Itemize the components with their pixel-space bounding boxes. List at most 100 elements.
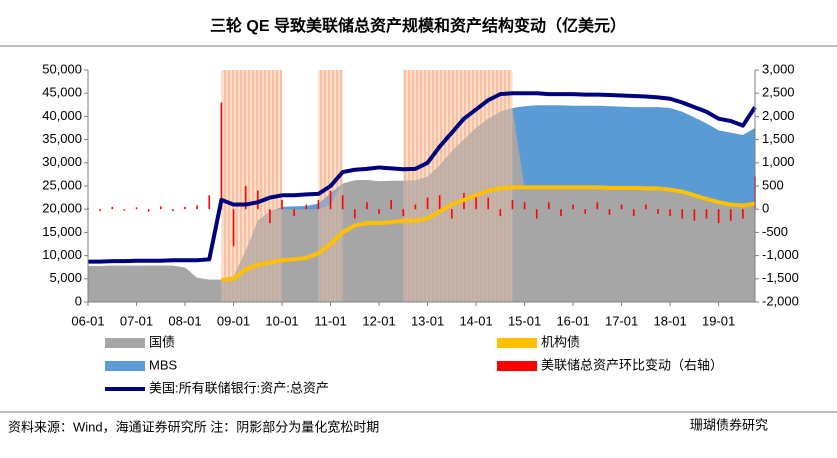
change-bar [111, 206, 114, 210]
change-bar [329, 190, 332, 210]
y2-tick-label: -1,500 [762, 270, 799, 285]
change-bar [99, 209, 101, 212]
x-tick-label: 14-01 [459, 313, 492, 328]
watermark: 珊瑚债券研究 [690, 417, 768, 432]
x-tick-label: 11-01 [314, 313, 346, 328]
y2-tick-label: 3,000 [762, 61, 795, 76]
x-tick-label: 17-01 [605, 313, 638, 328]
y-tick-label: 40,000 [42, 108, 82, 123]
change-bar [572, 204, 574, 210]
y-tick-label: 30,000 [42, 154, 82, 169]
y-tick-label: 0 [75, 293, 82, 308]
line [88, 91, 757, 264]
y-tick-label: 20,000 [42, 201, 82, 216]
qe-period-overlay [403, 70, 513, 302]
legend-label: 国债 [149, 334, 175, 349]
change-bar [147, 209, 150, 212]
change-bar [742, 209, 744, 219]
y2-tick-label: 2,000 [762, 108, 795, 123]
change-bar [208, 195, 211, 210]
y-tick-label: 5,000 [49, 270, 82, 285]
y2-tick-label: 1,000 [762, 154, 795, 169]
change-bar [669, 209, 671, 217]
x-tick-label: 07-01 [120, 313, 153, 328]
change-bar [645, 204, 647, 210]
y-tick-label: 15,000 [42, 224, 82, 239]
change-bar [632, 209, 635, 217]
change-bar [317, 199, 320, 210]
y2-tick-label: 500 [762, 177, 784, 192]
change-bar [123, 209, 126, 211]
legend-label: 机构债 [541, 334, 580, 349]
change-bar [414, 204, 417, 210]
change-bar [232, 209, 235, 247]
change-bar [305, 204, 308, 210]
y-tick-label: 25,000 [42, 177, 82, 192]
legend-label: 美联储总资产环比变动（右轴） [541, 357, 723, 372]
change-bar [523, 202, 526, 210]
change-bar [584, 209, 587, 214]
change-bar [281, 199, 283, 210]
change-bar [560, 209, 562, 217]
y-tick-label: 35,000 [42, 131, 82, 146]
y2-tick-label: -500 [762, 224, 788, 239]
change-bar [487, 197, 489, 210]
change-bar [681, 209, 684, 219]
x-tick-label: 18-01 [653, 313, 686, 328]
change-bar [402, 209, 405, 217]
change-bar [717, 209, 720, 224]
change-bar [608, 209, 611, 215]
x-tick-label: 08-01 [168, 313, 201, 328]
change-bar [657, 209, 659, 214]
change-bar [196, 205, 198, 210]
legend-swatch [497, 338, 537, 348]
y2-tick-label: 2,500 [762, 85, 795, 100]
change-bar [244, 186, 247, 210]
x-tick-label: 10-01 [265, 313, 298, 328]
x-tick-label: 09-01 [217, 313, 250, 328]
x-tick-label: 06-01 [71, 313, 104, 328]
legend-label: 美国:所有联储银行:资产:总资产 [149, 380, 329, 395]
legend-swatch [497, 361, 537, 371]
x-tick-label: 15-01 [508, 313, 541, 328]
change-bar [451, 209, 453, 219]
change-bar [269, 209, 271, 224]
y2-tick-label: 0 [762, 201, 769, 216]
change-bar [354, 209, 356, 219]
x-tick-label: 19-01 [702, 313, 735, 328]
legend-swatch [105, 338, 145, 348]
change-bar [135, 207, 138, 210]
change-bar [499, 209, 502, 217]
x-tick-label: 16-01 [556, 313, 589, 328]
change-bar [341, 195, 344, 210]
change-bar [729, 209, 732, 221]
chart-title: 三轮 QE 导致美联储总资产规模和资产结构变动（亿美元） [210, 16, 626, 35]
change-bar [705, 209, 708, 219]
y2-tick-label: -1,000 [762, 247, 799, 262]
change-bar [475, 195, 477, 210]
change-bar [256, 190, 259, 210]
change-bar [438, 195, 441, 210]
change-bar [535, 209, 538, 219]
y-tick-label: 10,000 [42, 247, 82, 262]
change-bar [511, 199, 514, 210]
change-bar [172, 209, 174, 212]
line [221, 185, 756, 282]
change-bar [184, 206, 186, 210]
change-bar [548, 202, 550, 210]
change-bar [293, 209, 295, 217]
source-note: 资料来源：Wind，海通证券研究所 注：阴影部分为量化宽松时期 [8, 419, 379, 434]
change-bar [426, 197, 429, 210]
change-bar [620, 204, 623, 210]
change-bar [366, 202, 368, 210]
y2-tick-label: -2,000 [762, 293, 799, 308]
legend-swatch [105, 361, 145, 371]
change-bar [693, 209, 696, 221]
change-bar [378, 209, 380, 214]
y-tick-label: 50,000 [42, 61, 82, 76]
change-bar [220, 102, 223, 210]
change-bar [596, 202, 599, 210]
change-bar [159, 206, 162, 210]
legend-label: MBS [149, 357, 178, 372]
